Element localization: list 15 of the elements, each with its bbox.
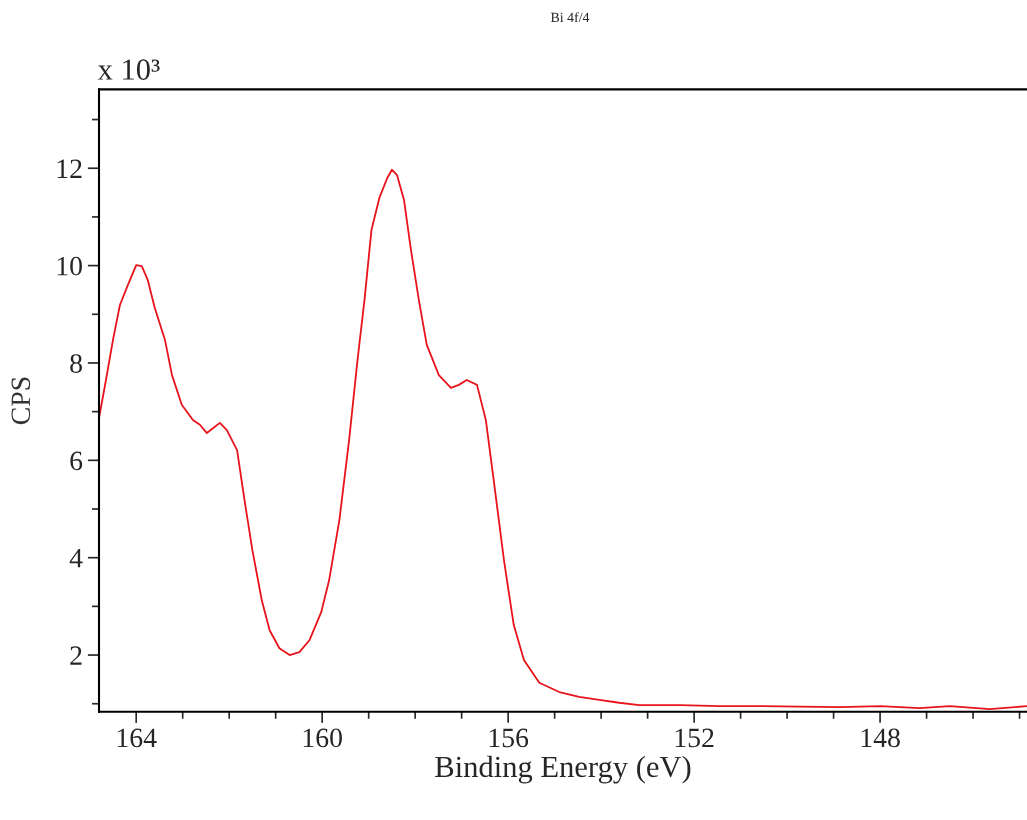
text: x 10³ — [97, 59, 160, 80]
y-tick-label: 8 — [70, 354, 82, 373]
x-tick-label: 164 — [117, 728, 157, 748]
y-tick-label: 10 — [57, 256, 82, 276]
y-tick-label: 12 — [57, 159, 82, 178]
chart-title: Bi 4f/4 — [550, 12, 590, 23]
x-tick-label: 152 — [675, 728, 714, 748]
x-tick-label: 160 — [303, 728, 342, 748]
y-tick-label: 6 — [70, 451, 83, 471]
y-tick-label: 2 — [70, 646, 82, 665]
y-tick-label: 4 — [69, 549, 83, 568]
x-tick-label: 148 — [861, 728, 900, 748]
y-axis-title: CPS — [11, 377, 31, 425]
x-tick-label: 156 — [489, 728, 529, 748]
x-axis-title: Binding Energy (eV) — [435, 755, 691, 784]
